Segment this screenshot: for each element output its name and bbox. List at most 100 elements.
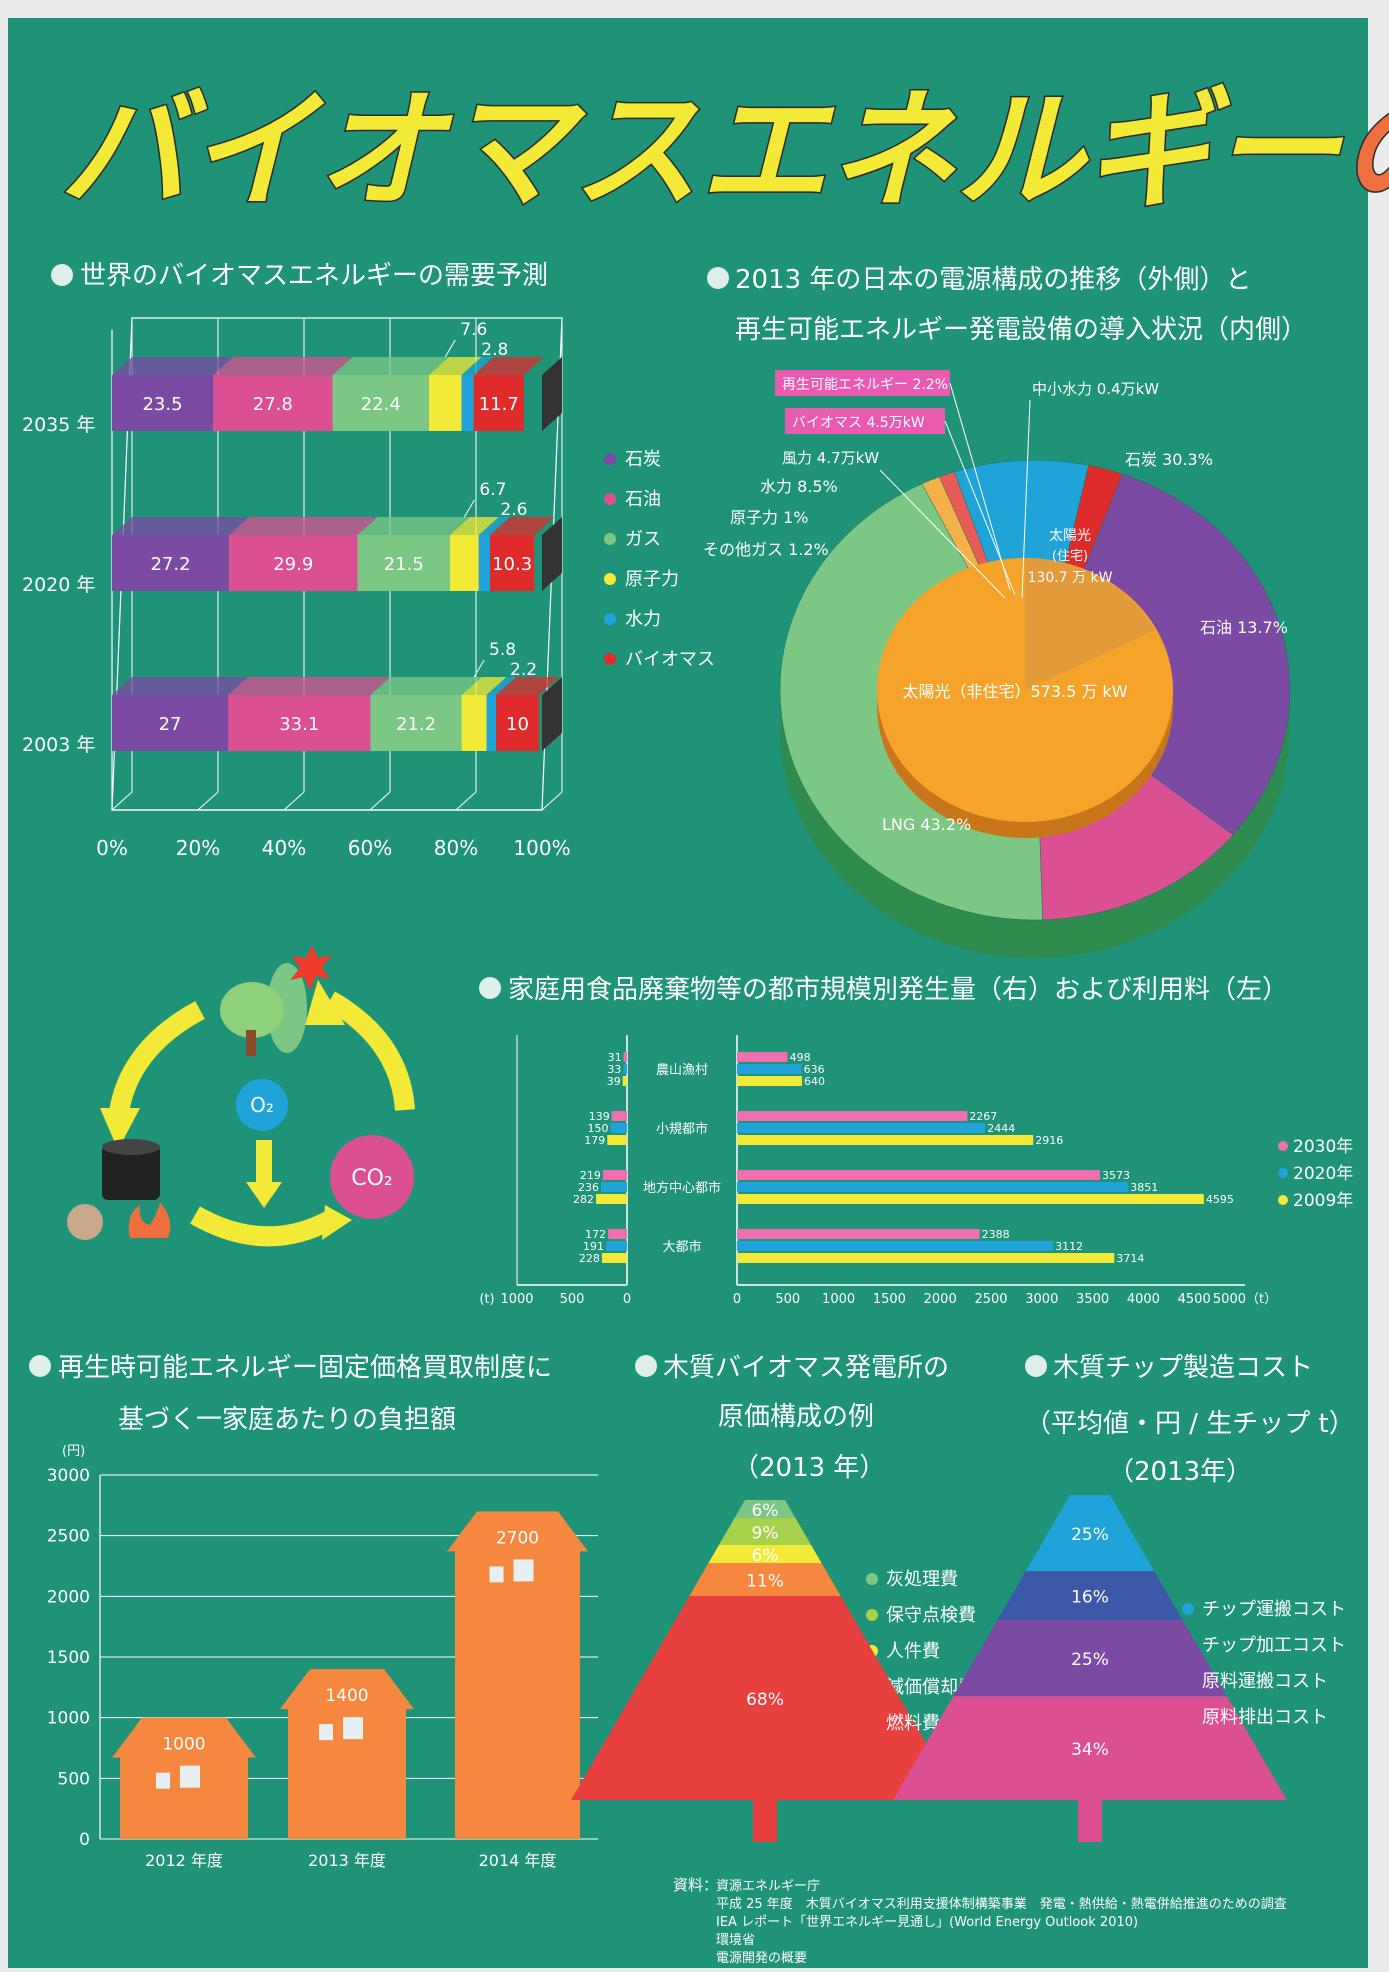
callout-label: 中小水力 0.4万kW (1032, 380, 1159, 398)
data-label: 282 (573, 1193, 594, 1206)
tick-label: 4000 (1127, 1292, 1160, 1307)
legend-label: 2020年 (1293, 1164, 1353, 1184)
sources: 資料： 資源エネルギー庁 平成 25 年度 木質バイオマス利用支援体制構築事業 … (673, 1876, 1287, 1966)
bar-segment (461, 695, 487, 751)
bullet-icon (51, 264, 73, 286)
data-label: 636 (804, 1063, 825, 1076)
bar-segment (486, 695, 496, 751)
plant-cost-tree: 6% 灰処理費 9% 保守点検費 6% 人件費 11% 減価償却費 68% 燃料費 (571, 1500, 976, 1842)
bar-top (370, 677, 482, 695)
o2-circle (236, 1079, 288, 1131)
bar-segment (332, 375, 429, 431)
fire-icon (128, 1202, 171, 1238)
bar (623, 1052, 627, 1062)
heading-chip-2: （平均値・円 / 生チップ t） (1025, 1409, 1355, 1439)
gridline (455, 791, 477, 811)
gridline (541, 791, 563, 811)
tick-label: 500 (560, 1292, 585, 1307)
tick-label: 3500 (1076, 1292, 1109, 1307)
legend-label: 保守点検費 (886, 1605, 976, 1626)
data-label: 3851 (1130, 1181, 1158, 1194)
leader-line (463, 499, 475, 518)
slice-label: 石油 13.7% (1200, 618, 1288, 637)
tick-label: (t) (479, 1292, 494, 1307)
tree-trunk (753, 1800, 777, 1842)
leader-line (949, 382, 1011, 591)
house-bar (447, 1511, 588, 1839)
legend-swatch (866, 1609, 878, 1621)
data-label: 236 (578, 1181, 599, 1194)
slice-label: LNG 43.2% (882, 815, 971, 834)
house-window (180, 1765, 200, 1788)
bar-top (112, 517, 249, 535)
data-label: 27 (159, 714, 182, 735)
cycle-arrow-down (256, 1140, 272, 1186)
co2-circle (330, 1135, 414, 1219)
house-window (156, 1772, 170, 1789)
legend-label: 減価償却費 (886, 1677, 976, 1698)
tree-trunk (246, 1030, 256, 1056)
bar-segment (213, 375, 333, 431)
bar-segment (357, 535, 450, 591)
data-label: 150 (588, 1122, 609, 1135)
bar (737, 1170, 1101, 1180)
heading-plant-1: 木質バイオマス発電所の (663, 1353, 949, 1383)
legend-label: 原料運搬コスト (1202, 1671, 1328, 1692)
bar-segment (228, 695, 371, 751)
data-label: 2700 (496, 1528, 539, 1548)
source-line: IEA レポート「世界エネルギー見通し」(World Energy Outloo… (716, 1915, 1138, 1930)
legend-label: バイオマス (625, 649, 715, 670)
bar-side (542, 517, 562, 591)
inner-label: 太陽光（非住宅）573.5 万 kW (902, 682, 1127, 701)
food-waste-chart: 0 500 1000 1500 2000 2500 3000 3500 4000 4500 5000… (479, 1035, 1353, 1307)
legend-swatch (1278, 1168, 1288, 1178)
heading-chip-3: （2013年） (1108, 1457, 1252, 1487)
cycle-arrowhead (305, 980, 345, 1025)
bar-segment (495, 695, 539, 751)
co2-label: CO₂ (351, 1166, 393, 1191)
legend-label: 2030年 (1293, 1137, 1353, 1157)
slice-label: 原子力 1% (730, 508, 808, 527)
data-label: 191 (583, 1240, 604, 1253)
heading-plant-3: （2013 年） (733, 1453, 885, 1483)
data-label: 21.5 (384, 554, 424, 575)
heading-food-waste: 家庭用食品廃棄物等の都市規模別発生量（右）および利用料（左） (508, 975, 1288, 1005)
heading-fit-1: 再生時可能エネルギー固定価格買取制度に (58, 1353, 552, 1383)
bar-side (542, 677, 562, 751)
bar (595, 1194, 627, 1204)
legend-label: 石油 (625, 489, 661, 510)
legend-swatch (866, 1573, 878, 1585)
callout-box (785, 408, 945, 434)
gridline (283, 791, 305, 811)
data-label: 498 (790, 1051, 811, 1064)
heading-plant-2: 原価構成の例 (718, 1402, 874, 1432)
data-label: 2.2 (510, 660, 537, 680)
legend-label: 石炭 (625, 449, 661, 470)
source-line: 環境省 (716, 1933, 755, 1948)
data-label: 25% (1071, 1650, 1109, 1670)
data-label: 34% (1071, 1740, 1109, 1760)
tick-label: 500 (775, 1292, 800, 1307)
category-label: 小規都市 (656, 1121, 708, 1137)
data-label: 2444 (987, 1122, 1015, 1135)
data-label: 4595 (1206, 1193, 1234, 1206)
bar-segment (473, 375, 524, 431)
bar-top (112, 677, 249, 695)
bar (737, 1076, 803, 1086)
wood-chip-icon (67, 1204, 103, 1240)
tick-label: 1500 (873, 1292, 906, 1307)
category-label: 大都市 (662, 1239, 701, 1255)
bar (607, 1135, 627, 1145)
data-label: 7.6 (460, 320, 487, 340)
bar-top (478, 517, 510, 535)
inner-label: 130.7 万 kW (1028, 570, 1113, 586)
data-label: 23.5 (142, 394, 182, 415)
title-accent: の可能性 (1340, 77, 1389, 226)
bar (737, 1229, 980, 1239)
house-window (489, 1566, 504, 1583)
tree-trunk (1078, 1800, 1102, 1842)
legend-swatch (1182, 1675, 1194, 1687)
cycle-arrow-bottom (190, 1206, 335, 1247)
bar-segment (489, 535, 535, 591)
